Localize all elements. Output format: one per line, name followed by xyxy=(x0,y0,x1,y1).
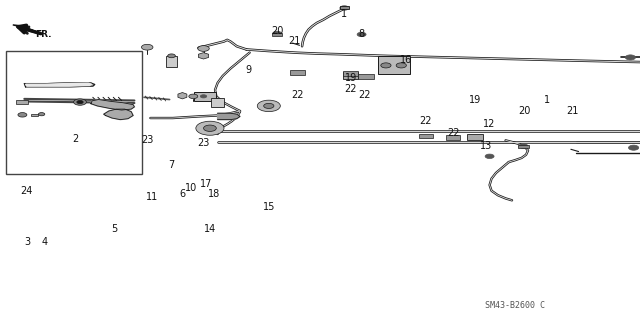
Text: 6: 6 xyxy=(179,189,186,199)
Polygon shape xyxy=(91,100,134,110)
Circle shape xyxy=(273,31,282,36)
Text: 23: 23 xyxy=(197,138,210,148)
Circle shape xyxy=(264,103,274,108)
Bar xyxy=(419,134,433,138)
Text: 3: 3 xyxy=(24,237,30,247)
Text: 20: 20 xyxy=(271,26,284,36)
Text: 19: 19 xyxy=(468,95,481,106)
Circle shape xyxy=(628,145,639,150)
Circle shape xyxy=(189,94,198,99)
Text: 21: 21 xyxy=(288,36,301,47)
Polygon shape xyxy=(198,53,209,59)
Polygon shape xyxy=(13,25,26,28)
Circle shape xyxy=(141,44,153,50)
Polygon shape xyxy=(218,113,240,120)
Text: SM43-B2600 C: SM43-B2600 C xyxy=(485,301,545,310)
Bar xyxy=(16,100,28,104)
Polygon shape xyxy=(178,93,187,99)
Circle shape xyxy=(18,113,27,117)
Bar xyxy=(340,6,349,9)
Circle shape xyxy=(519,144,528,148)
Text: FR.: FR. xyxy=(35,30,52,39)
Bar xyxy=(272,33,282,36)
Circle shape xyxy=(625,55,636,60)
FancyBboxPatch shape xyxy=(194,92,216,101)
Bar xyxy=(467,134,483,140)
Circle shape xyxy=(38,113,45,116)
Circle shape xyxy=(396,63,406,68)
Polygon shape xyxy=(104,109,133,120)
Bar xyxy=(290,70,305,75)
Text: 12: 12 xyxy=(483,119,496,129)
Bar xyxy=(31,114,38,116)
Text: 13: 13 xyxy=(480,141,493,151)
Text: 19: 19 xyxy=(344,73,357,83)
Bar xyxy=(166,56,177,67)
Circle shape xyxy=(381,63,391,68)
Text: 22: 22 xyxy=(344,84,357,94)
Polygon shape xyxy=(24,83,95,87)
Text: 23: 23 xyxy=(141,135,154,145)
Circle shape xyxy=(257,100,280,112)
Bar xyxy=(518,145,529,148)
Circle shape xyxy=(77,100,83,104)
Circle shape xyxy=(168,54,175,58)
Text: 21: 21 xyxy=(566,106,579,116)
Circle shape xyxy=(357,32,366,37)
Text: 4: 4 xyxy=(42,237,48,247)
Bar xyxy=(211,98,224,107)
Text: 8: 8 xyxy=(358,29,365,40)
Bar xyxy=(446,135,460,140)
Text: 18: 18 xyxy=(208,189,221,199)
Text: 22: 22 xyxy=(419,115,432,126)
Text: 16: 16 xyxy=(400,55,413,65)
Text: 5: 5 xyxy=(111,224,117,234)
Text: 15: 15 xyxy=(262,202,275,212)
Circle shape xyxy=(196,121,224,135)
Text: 24: 24 xyxy=(20,186,33,196)
Bar xyxy=(343,72,358,79)
Polygon shape xyxy=(26,83,92,86)
Text: 11: 11 xyxy=(146,192,159,202)
Text: 9: 9 xyxy=(245,64,252,75)
Circle shape xyxy=(485,154,494,159)
Bar xyxy=(343,71,358,76)
Circle shape xyxy=(340,6,349,10)
Text: 22: 22 xyxy=(291,90,304,100)
Text: 10: 10 xyxy=(184,182,197,193)
FancyBboxPatch shape xyxy=(378,56,410,74)
Text: 22: 22 xyxy=(358,90,371,100)
Circle shape xyxy=(198,46,209,51)
Text: 2: 2 xyxy=(72,134,79,144)
Circle shape xyxy=(74,99,86,105)
Text: 22: 22 xyxy=(447,128,460,138)
Bar xyxy=(6,51,142,174)
Circle shape xyxy=(200,95,207,98)
Circle shape xyxy=(204,125,216,131)
Polygon shape xyxy=(26,28,42,34)
Text: 1: 1 xyxy=(341,9,348,19)
Text: 20: 20 xyxy=(518,106,531,116)
Text: 1: 1 xyxy=(544,95,550,106)
Text: 14: 14 xyxy=(204,224,216,234)
Text: 7: 7 xyxy=(168,160,175,170)
Bar xyxy=(358,74,374,79)
Text: 17: 17 xyxy=(200,179,212,189)
